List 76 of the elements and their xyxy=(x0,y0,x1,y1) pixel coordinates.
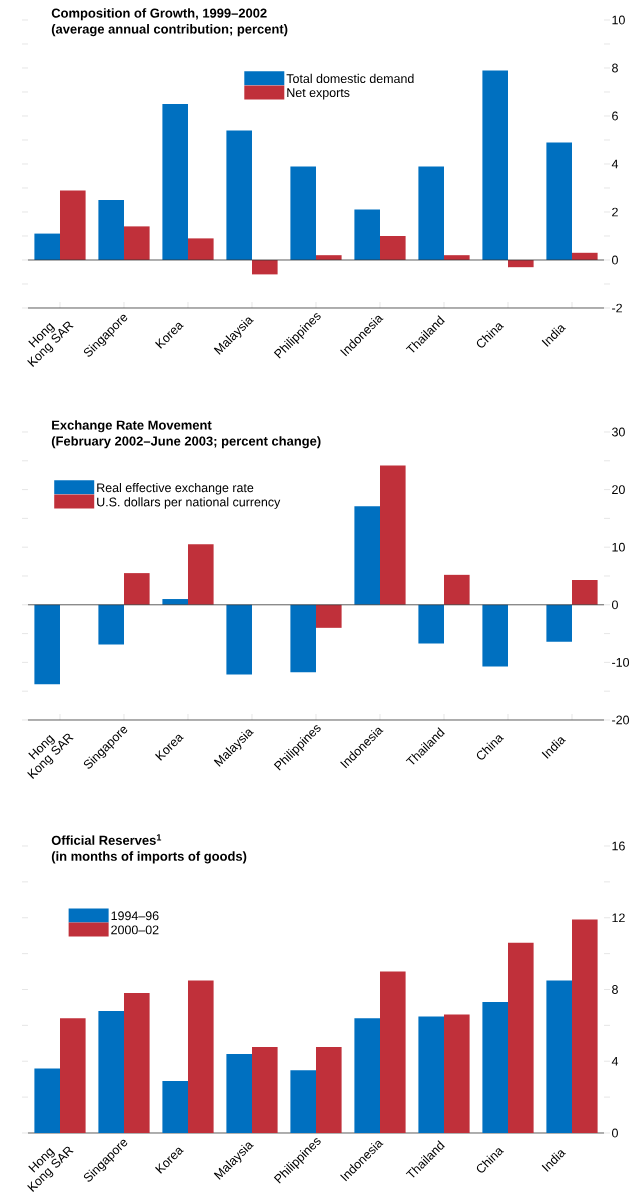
bar xyxy=(380,235,406,260)
y-tick-label: 12 xyxy=(612,913,625,923)
y-tick-label: -2 xyxy=(612,303,623,313)
chart-subtitle: (average annual contribution; percent) xyxy=(51,24,288,37)
chart-subtitle: (in months of imports of goods) xyxy=(51,851,247,864)
bar xyxy=(252,259,278,275)
bar xyxy=(188,980,214,1133)
y-tick-label: 6 xyxy=(612,111,618,121)
y-tick-label: 10 xyxy=(612,15,625,25)
chart-subtitle: (February 2002–June 2003; percent change) xyxy=(51,436,321,449)
y-tick-label: 16 xyxy=(612,841,625,851)
y-tick-label: 0 xyxy=(612,255,619,265)
bar xyxy=(380,465,406,605)
bar xyxy=(354,506,381,605)
bar xyxy=(482,70,509,260)
y-tick-label: 8 xyxy=(612,63,618,73)
bar xyxy=(546,980,573,1133)
bar xyxy=(444,574,470,605)
bar xyxy=(124,993,150,1133)
bar xyxy=(252,1046,278,1133)
y-tick-label: 2 xyxy=(612,207,618,217)
bar xyxy=(162,103,189,260)
y-tick-label: 30 xyxy=(612,427,625,437)
y-tick-label: 0 xyxy=(612,600,619,610)
bar xyxy=(60,1018,86,1133)
bar xyxy=(572,580,598,605)
bar xyxy=(316,1046,342,1133)
legend-label: Total domestic demand xyxy=(286,73,414,84)
y-tick-label: -10 xyxy=(612,657,630,667)
bar xyxy=(290,1070,317,1133)
bar xyxy=(226,1054,253,1133)
bar xyxy=(60,190,86,260)
chart-title: Exchange Rate Movement xyxy=(52,420,212,433)
bar xyxy=(508,942,534,1133)
y-tick-label: 10 xyxy=(612,542,625,552)
bar xyxy=(34,233,61,260)
bar xyxy=(98,1011,125,1133)
legend-label: 2000–02 xyxy=(111,925,159,935)
chart-title: Official Reserves$^{1}$ xyxy=(51,834,162,845)
bar xyxy=(380,971,406,1133)
y-tick-label: -20 xyxy=(612,715,630,725)
bar xyxy=(34,604,61,685)
bar xyxy=(98,604,125,645)
bar xyxy=(354,209,381,260)
y-tick-label: 8 xyxy=(612,985,618,994)
bar xyxy=(482,1002,509,1133)
bar xyxy=(418,1016,445,1133)
bar xyxy=(226,130,253,260)
y-tick-label: 0 xyxy=(612,1128,619,1138)
bar xyxy=(418,166,445,260)
bar xyxy=(482,604,509,667)
bar xyxy=(188,544,214,605)
bar xyxy=(98,199,125,260)
bar xyxy=(418,604,445,644)
bar xyxy=(34,1068,61,1133)
chart-title: Composition of Growth, 1999–2002 xyxy=(51,8,267,21)
bar xyxy=(162,1080,189,1133)
bar xyxy=(444,1014,470,1133)
bar xyxy=(354,1018,381,1133)
y-tick-label: 4 xyxy=(611,1056,619,1066)
bar xyxy=(124,226,150,260)
bar xyxy=(226,604,253,675)
bar xyxy=(546,142,573,260)
y-tick-label: 4 xyxy=(611,159,619,169)
bar xyxy=(290,604,317,673)
bar xyxy=(546,604,573,642)
bar xyxy=(316,604,342,628)
bar xyxy=(572,919,598,1133)
bar xyxy=(188,238,214,260)
legend-label: Net exports xyxy=(287,88,350,100)
legend-label: 1994–96 xyxy=(111,911,159,921)
legend-label: Real effective exchange rate xyxy=(97,483,254,495)
bar xyxy=(124,573,150,605)
y-tick-label: 20 xyxy=(612,485,625,495)
bar xyxy=(290,166,317,260)
legend-label: U.S. dollars per national currency xyxy=(97,497,281,509)
